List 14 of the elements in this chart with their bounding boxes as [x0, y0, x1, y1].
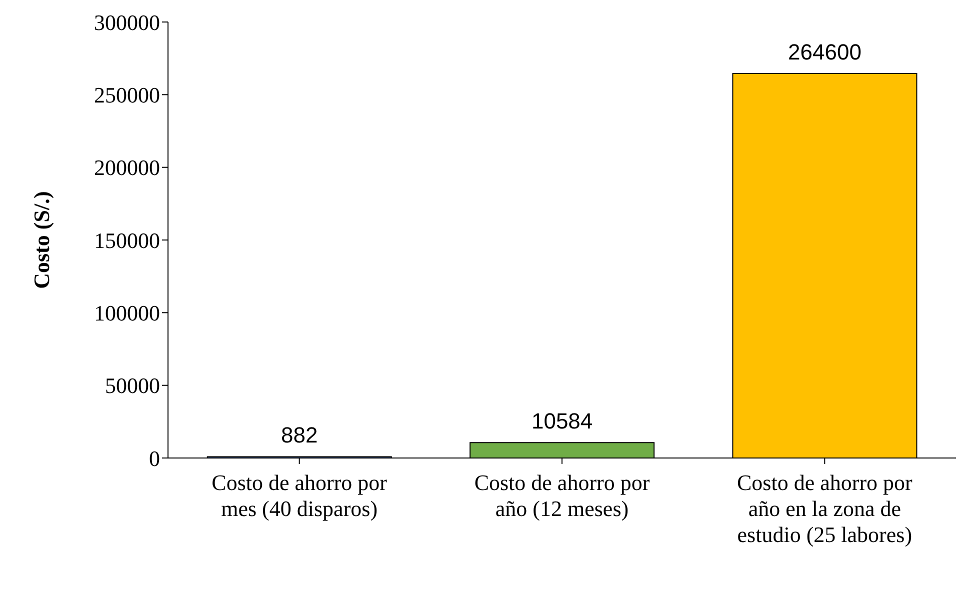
y-tick-label: 0: [149, 446, 160, 471]
y-tick-label: 50000: [105, 373, 160, 398]
y-axis-title: Costo (S/.): [28, 191, 54, 289]
y-tick-label: 200000: [94, 155, 160, 180]
x-tick-label: Costo de ahorro por mes (40 disparos): [212, 470, 388, 521]
y-tick-label: 250000: [94, 82, 160, 108]
y-tick-label: 300000: [94, 10, 160, 35]
y-tick-label: 150000: [94, 228, 160, 253]
x-tick-label: Costo de ahorro por año (12 meses): [474, 470, 650, 521]
x-tick-label: Costo de ahorro por año en la zona de estudio (25 labores): [736, 470, 914, 547]
y-tick-label: 100000: [94, 300, 160, 326]
data-label: 882: [281, 422, 318, 448]
data-label: 10584: [531, 408, 593, 434]
data-label: 264600: [788, 39, 862, 64]
